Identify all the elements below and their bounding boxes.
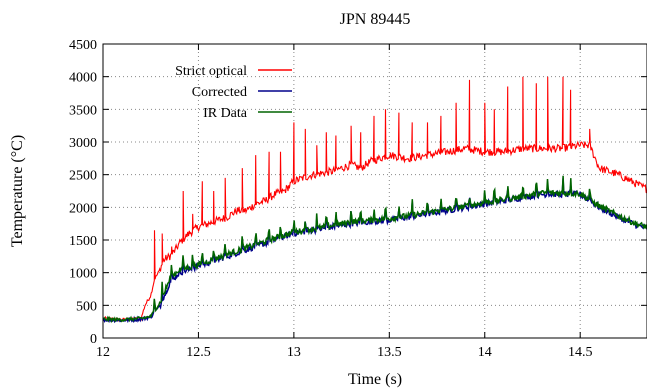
y-axis: 0 500 1000 1500 2000 2500 3000 3500 4000 4500 (69, 38, 647, 347)
x-tick-label: 12.5 (186, 345, 211, 360)
y-tick-label: 500 (76, 299, 97, 314)
y-tick-label: 2500 (69, 169, 97, 184)
legend-label: Corrected (192, 85, 247, 100)
y-axis-label: Temperature (°C) (9, 135, 26, 247)
y-tick-label: 2000 (69, 201, 97, 216)
y-tick-label: 3500 (69, 103, 97, 118)
series-layer (102, 76, 647, 324)
y-tick-label: 3000 (69, 136, 97, 151)
x-axis-label: Time (s) (348, 371, 402, 388)
chart-title: JPN 89445 (340, 11, 411, 28)
x-axis: 12 12.5 13 13.5 14 14.5 (96, 44, 592, 360)
grid (103, 44, 647, 338)
legend-label: IR Data (203, 106, 248, 121)
y-tick-label: 1000 (69, 267, 97, 282)
series-line-corrected (103, 178, 647, 324)
y-tick-label: 4500 (69, 38, 97, 53)
y-tick-label: 1500 (69, 234, 97, 249)
x-tick-label: 12 (96, 345, 110, 360)
series-line-ir-data (102, 175, 647, 324)
y-tick-label: 0 (90, 332, 97, 347)
x-tick-label: 14 (478, 345, 492, 360)
plot-frame (102, 43, 647, 339)
x-tick-label: 14.5 (568, 345, 593, 360)
x-tick-label: 13 (287, 345, 301, 360)
series-line-strict-optical (102, 76, 647, 322)
legend-label: Strict optical (175, 64, 247, 79)
legend: Strict optical Corrected IR Data (175, 64, 292, 121)
x-tick-label: 13.5 (377, 345, 402, 360)
y-tick-label: 4000 (69, 71, 97, 86)
